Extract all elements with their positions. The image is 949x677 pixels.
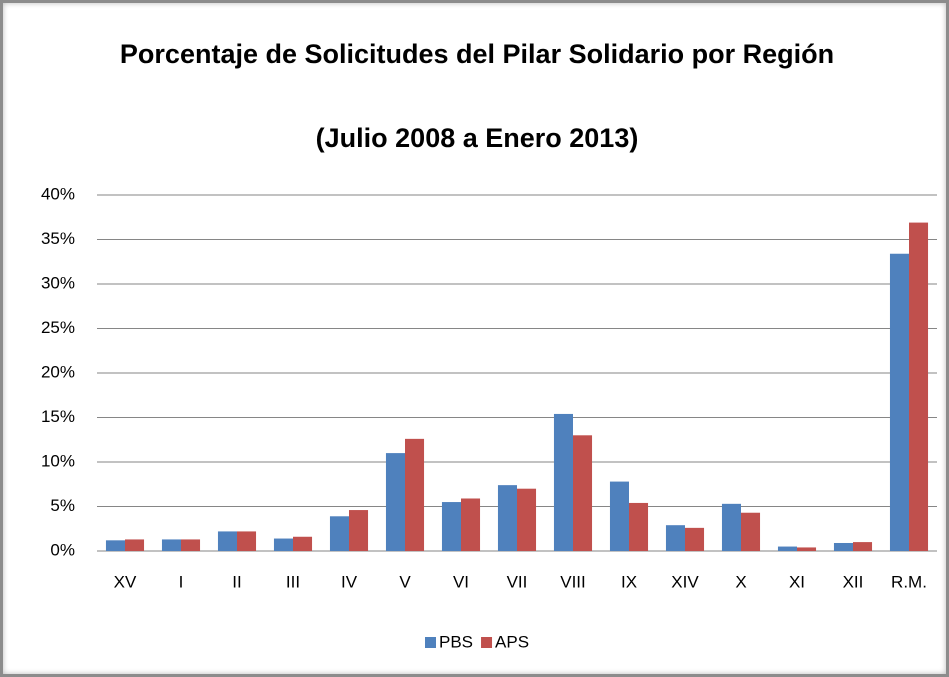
bar (237, 531, 257, 551)
bar (273, 538, 293, 551)
bar (665, 525, 685, 551)
x-tick-label: V (399, 572, 411, 591)
legend-swatch (481, 637, 493, 648)
y-tick-label: 5% (50, 496, 75, 515)
x-tick-label: II (232, 572, 241, 591)
bar (741, 512, 761, 551)
y-tick-label: 35% (41, 229, 75, 248)
legend-swatch (425, 637, 436, 648)
bar (517, 488, 537, 551)
y-tick-label: 10% (41, 451, 75, 470)
x-tick-label: X (735, 572, 746, 591)
y-tick-label: 0% (50, 540, 75, 559)
x-tick-label: IV (341, 572, 358, 591)
x-tick-label: VIII (560, 572, 586, 591)
x-tick-label: VII (507, 572, 528, 591)
bar (405, 438, 425, 551)
bar (125, 539, 145, 551)
chart-subtitle: (Julio 2008 a Enero 2013) (315, 123, 639, 153)
bar (553, 413, 573, 551)
y-tick-label: 40% (41, 184, 75, 203)
bar (497, 485, 517, 551)
bar (385, 453, 405, 551)
bar (329, 516, 349, 551)
bar (441, 502, 461, 551)
legend-label: APS (495, 632, 529, 651)
bar (461, 498, 481, 551)
bar (573, 435, 593, 551)
x-tick-label: III (286, 572, 300, 591)
bar (833, 542, 853, 551)
y-tick-label: 20% (41, 362, 75, 381)
bar (217, 531, 237, 551)
x-tick-label: I (179, 572, 184, 591)
bar (889, 253, 909, 552)
x-tick-label: VI (453, 572, 469, 591)
x-tick-label: R.M. (891, 572, 927, 591)
x-tick-label: XV (114, 572, 137, 591)
bar (797, 547, 817, 551)
bar (721, 503, 741, 551)
x-tick-label: IX (621, 572, 637, 591)
legend-label: PBS (439, 632, 473, 651)
y-tick-label: 15% (41, 407, 75, 426)
bar (777, 546, 797, 551)
chart-title: Porcentaje de Solicitudes del Pilar Soli… (119, 39, 835, 69)
bar (853, 542, 873, 551)
bar (609, 481, 629, 551)
bar (181, 539, 201, 551)
x-tick-label: XII (843, 572, 864, 591)
y-tick-label: 30% (41, 273, 75, 292)
x-tick-label: XI (789, 572, 805, 591)
bar (161, 539, 181, 551)
chart: 0%5%10%15%20%25%30%35%40%XV I II III IV V VI VI… (41, 184, 937, 651)
bar (909, 222, 929, 551)
x-tick-label: XIV (671, 572, 699, 591)
y-tick-label: 25% (41, 318, 75, 337)
bar (629, 502, 649, 551)
bar (105, 540, 125, 551)
bar (293, 536, 313, 551)
bar (685, 527, 705, 551)
bar (349, 510, 369, 551)
